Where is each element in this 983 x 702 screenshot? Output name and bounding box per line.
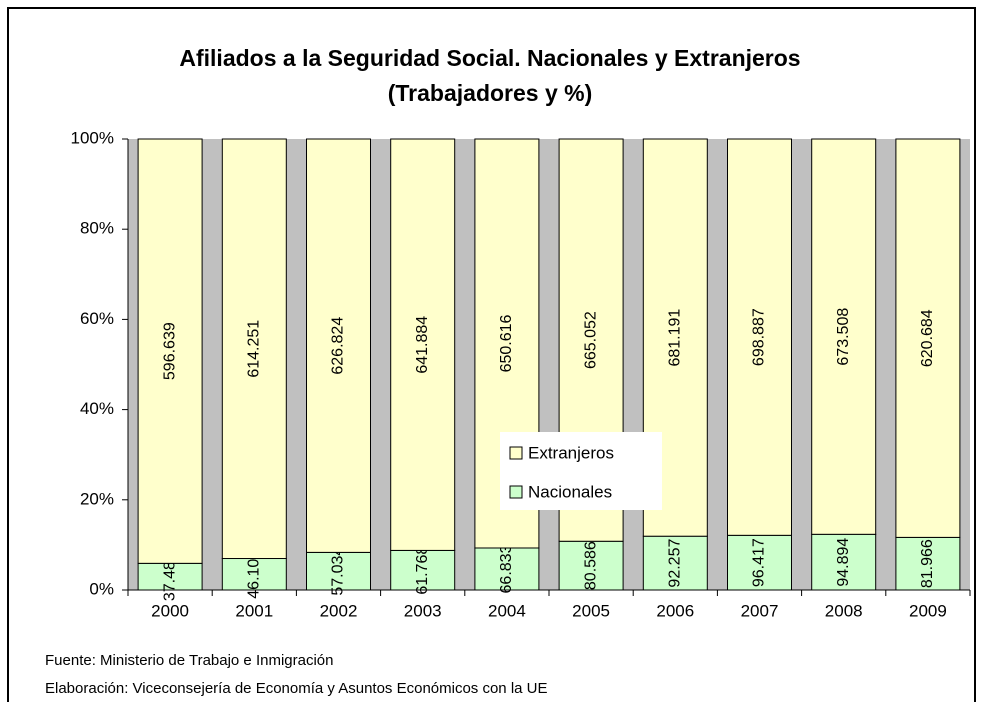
x-tick-label: 2009 [909,601,947,620]
bar-segment [221,558,287,591]
footnote: Fuente: Ministerio de Trabajo e Inmigrac… [45,652,333,669]
legend-swatch [509,485,523,499]
bar-segment [390,138,456,551]
bar-segment [221,138,287,560]
bar-segment [306,551,371,591]
data-label: 626.824 [330,317,347,375]
x-tick-label: 2008 [825,601,863,620]
data-label: 96.417 [751,538,768,587]
x-tick-label: 2004 [488,601,526,620]
bar-segment [895,536,961,591]
y-tick-label: 80% [80,219,114,238]
x-tick-label: 2002 [320,601,358,620]
bar-segment [474,547,540,591]
data-label: 614.251 [246,320,263,378]
data-label: 61.768 [414,546,431,595]
data-label: 596.639 [161,322,178,380]
data-label: 57.034 [330,547,347,596]
data-label: 620.684 [919,309,936,367]
data-label: 673.508 [835,308,852,366]
bar-segment [811,138,877,535]
data-label: 92.257 [667,539,684,588]
data-label: 641.884 [414,316,431,374]
chart-title: Afiliados a la Seguridad Social. Naciona… [179,45,800,71]
data-label: 665.052 [582,311,599,369]
data-label: 81.966 [919,539,936,588]
bar-segment [642,535,708,591]
y-tick-label: 0% [89,579,114,598]
y-tick-label: 60% [80,309,114,328]
x-tick-label: 2007 [741,601,779,620]
footnote: Elaboración: Viceconsejería de Economía … [45,680,548,697]
legend-box [500,432,662,510]
bar-segment [727,534,792,591]
data-label: 698.887 [751,308,768,366]
legend-label: Nacionales [528,482,612,501]
data-label: 650.616 [498,314,515,372]
x-tick-label: 2003 [404,601,442,620]
data-label: 46.104 [246,550,263,599]
data-label: 66.833 [498,544,515,593]
data-label: 37.486 [161,552,178,601]
y-tick-label: 40% [80,399,114,418]
data-label: 80.586 [582,541,599,590]
bar-segment [306,138,371,553]
bar-segment [895,138,961,538]
y-tick-label: 100% [71,128,114,147]
legend-swatch [509,446,523,460]
x-tick-label: 2006 [656,601,694,620]
data-label: 94.894 [835,538,852,587]
x-tick-label: 2000 [151,601,189,620]
x-tick-label: 2001 [235,601,273,620]
bar-segment [137,138,203,564]
legend-label: Extranjeros [528,443,614,462]
x-tick-label: 2005 [572,601,610,620]
data-label: 681.191 [667,309,684,367]
bar-segment [558,540,624,591]
y-tick-label: 20% [80,489,114,508]
bar-segment [137,562,203,591]
bar-segment [727,138,792,536]
chart-subtitle: (Trabajadores y %) [388,80,593,106]
